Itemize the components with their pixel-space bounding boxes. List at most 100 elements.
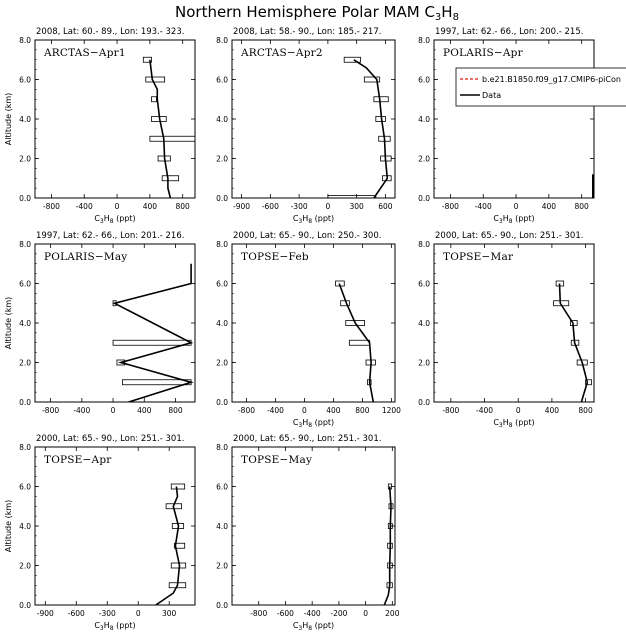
x-tick-label: 200 [385, 609, 400, 618]
y-tick-label: 4.0 [19, 115, 31, 124]
x-tick-label: -600 [262, 202, 279, 211]
data-range-box [112, 339, 192, 346]
data-range-box [373, 96, 389, 103]
y-tick-label: 6.0 [418, 76, 430, 85]
y-tick-label: 0.0 [418, 194, 430, 203]
plot-frame [34, 446, 196, 606]
figure-title-main2: H [441, 3, 452, 21]
data-layer [383, 483, 394, 605]
x-tick-label: 800 [355, 406, 370, 415]
y-tick-label: 0.0 [418, 398, 430, 407]
data-layer [142, 56, 195, 198]
x-tick-label: 400 [326, 406, 341, 415]
chart-panel-3: 1997, Lat: 62.- 66., Lon: 200.- 215. 0.0 2… [418, 27, 626, 225]
x-tick-label: 400 [545, 406, 560, 415]
panel-label: TOPSE−May [241, 454, 312, 466]
data-range-box [170, 483, 186, 490]
x-tick-label: 0 [111, 406, 116, 415]
plot-frame [433, 243, 595, 403]
y-tick-label: 2.0 [216, 155, 228, 164]
y-tick-label: 2.0 [216, 562, 228, 571]
legend: b.e21.B1850.f09_g17.CMIP6-piCon Data [455, 67, 626, 107]
x-tick-label: 400 [143, 202, 158, 211]
chart-panel-2: 2008, Lat: 58.- 90., Lon: 185.- 217. 0.0 2… [216, 27, 396, 225]
y-tick-label: 6.0 [418, 280, 430, 289]
y-tick-label: 6.0 [19, 483, 31, 492]
data-range-box [161, 175, 179, 182]
x-tick-label: 400 [137, 406, 152, 415]
y-tick-label: 0.0 [216, 194, 228, 203]
y-tick-label: 4.0 [418, 319, 430, 328]
data-range-box [585, 379, 592, 386]
panel-subtitle: 2008, Lat: 60.- 89., Lon: 193.- 323. [36, 27, 184, 37]
y-tick-label: 6.0 [216, 76, 228, 85]
x-tick-label: -800 [42, 406, 59, 415]
y-tick-label: 0.0 [19, 398, 31, 407]
panel-subtitle: 2000, Lat: 65.- 90., Lon: 251.- 301. [435, 231, 583, 241]
panel-label: ARCTAS−Apr1 [43, 47, 126, 59]
y-tick-label: 0.0 [216, 398, 228, 407]
y-tick-label: 2.0 [19, 359, 31, 368]
plot-frame [433, 39, 595, 199]
x-tick-label: 0 [514, 202, 519, 211]
data-series-line [558, 283, 589, 402]
x-tick-label: -200 [330, 609, 347, 618]
x-tick-label: 800 [176, 202, 191, 211]
panel-label: POLARIS−May [44, 251, 127, 263]
data-series-line [155, 486, 181, 605]
panel-subtitle: 1997, Lat: 62.- 66., Lon: 200.- 215. [435, 27, 583, 37]
x-axis-label: C3H8 (ppt) [293, 621, 334, 632]
y-tick-label: 8.0 [216, 240, 228, 249]
y-tick-label: 4.0 [216, 319, 228, 328]
y-axis-label: Altitude (km) [4, 297, 13, 349]
y-tick-label: 8.0 [216, 443, 228, 452]
x-tick-label: 800 [578, 406, 593, 415]
y-tick-label: 8.0 [19, 36, 31, 45]
y-tick-label: 0.0 [19, 601, 31, 610]
y-tick-label: 6.0 [216, 280, 228, 289]
x-tick-label: 0 [136, 609, 141, 618]
data-range-box [327, 195, 377, 198]
chart-panel-4: 1997, Lat: 62.- 66., Lon: 201.- 216. 0.0 2… [4, 231, 196, 415]
panel-label: ARCTAS−Apr2 [240, 47, 323, 59]
x-tick-label: -600 [68, 609, 85, 618]
panel-label: TOPSE−Apr [44, 454, 112, 466]
data-range-box [348, 339, 371, 346]
data-range-box [345, 320, 365, 326]
data-series-line [338, 283, 375, 402]
y-tick-label: 8.0 [19, 240, 31, 249]
y-tick-label: 2.0 [418, 359, 430, 368]
y-tick-label: 2.0 [418, 155, 430, 164]
x-tick-label: -400 [476, 406, 493, 415]
x-tick-label: -600 [277, 609, 294, 618]
panels-group: 2008, Lat: 60.- 89., Lon: 193.- 323.0.02… [4, 27, 626, 632]
y-axis-label: Altitude (km) [4, 93, 13, 145]
data-range-box [151, 96, 157, 103]
data-range-box [122, 379, 192, 386]
panel-subtitle: 2000, Lat: 65.- 90., Lon: 250.- 300. [233, 231, 381, 241]
x-tick-label: -800 [442, 406, 459, 415]
legend-model-label: b.e21.B1850.f09_g17.CMIP6-piCon [482, 75, 621, 84]
chart-panel-7: 2000, Lat: 65.- 90., Lon: 251.- 301. 0.0 2… [4, 434, 196, 632]
plot-frame [231, 446, 396, 606]
data-layer [327, 56, 392, 198]
x-tick-label: -900 [233, 202, 250, 211]
data-range-box [149, 135, 195, 142]
x-axis-label: C3H8 (ppt) [493, 418, 534, 429]
x-tick-label: -400 [76, 202, 93, 211]
y-tick-label: 6.0 [19, 76, 31, 85]
x-tick-label: -400 [475, 202, 492, 211]
x-axis-label: C3H8 (ppt) [293, 214, 334, 225]
data-range-box [343, 56, 361, 63]
x-tick-label: -800 [43, 202, 60, 211]
y-tick-label: 8.0 [418, 36, 430, 45]
y-tick-label: 2.0 [216, 359, 228, 368]
x-axis-label: C3H8 (ppt) [293, 418, 334, 429]
x-axis-label: C3H8 (ppt) [94, 621, 135, 632]
data-range-box [116, 359, 126, 366]
plot-frame [34, 243, 196, 403]
data-range-box [173, 542, 186, 549]
legend-data-label: Data [482, 91, 501, 100]
chart-panel-1: 2008, Lat: 60.- 89., Lon: 193.- 323. 0.0 2… [4, 27, 196, 225]
